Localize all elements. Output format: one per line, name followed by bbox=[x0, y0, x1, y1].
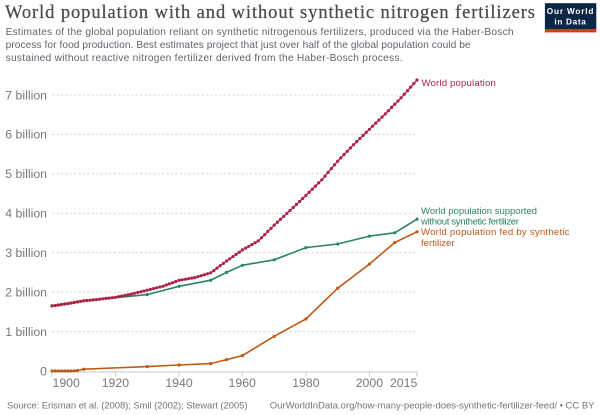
svg-text:1920: 1920 bbox=[102, 376, 130, 390]
svg-text:World population with and with: World population with and without synthe… bbox=[5, 3, 535, 23]
svg-text:5 billion: 5 billion bbox=[5, 167, 47, 181]
svg-text:1 billion: 1 billion bbox=[5, 325, 47, 339]
svg-text:1960: 1960 bbox=[229, 376, 257, 390]
svg-text:World population supported: World population supported bbox=[421, 206, 537, 217]
svg-text:7 billion: 7 billion bbox=[5, 88, 47, 102]
svg-text:0: 0 bbox=[40, 364, 47, 378]
svg-text:6 billion: 6 billion bbox=[5, 128, 47, 142]
svg-text:in Data: in Data bbox=[554, 17, 586, 26]
svg-text:1900: 1900 bbox=[53, 376, 81, 390]
svg-text:2015: 2015 bbox=[390, 376, 418, 390]
svg-text:fertilizer: fertilizer bbox=[421, 238, 455, 249]
svg-text:World population fed by synthe: World population fed by synthetic bbox=[421, 227, 570, 238]
svg-text:process for food production. B: process for food production. Best estima… bbox=[6, 40, 471, 51]
svg-text:World population: World population bbox=[422, 78, 496, 89]
svg-text:3 billion: 3 billion bbox=[5, 246, 47, 260]
svg-text:1980: 1980 bbox=[292, 376, 320, 390]
svg-text:2 billion: 2 billion bbox=[5, 285, 47, 299]
svg-text:2000: 2000 bbox=[356, 376, 384, 390]
svg-text:Estimates of the global popula: Estimates of the global population relia… bbox=[6, 27, 514, 38]
svg-text:OurWorldInData.org/how-many-pe: OurWorldInData.org/how-many-people-does-… bbox=[270, 401, 595, 412]
svg-text:4 billion: 4 billion bbox=[5, 207, 47, 221]
svg-text:without synthetic fertilizer: without synthetic fertilizer bbox=[420, 216, 520, 227]
svg-text:1940: 1940 bbox=[165, 376, 193, 390]
svg-text:Our World: Our World bbox=[547, 7, 594, 16]
svg-text:sustained without reactive nit: sustained without reactive nitrogen fert… bbox=[6, 53, 403, 64]
svg-text:Source: Erisman et al. (2008);: Source: Erisman et al. (2008); Smil (200… bbox=[7, 401, 248, 412]
